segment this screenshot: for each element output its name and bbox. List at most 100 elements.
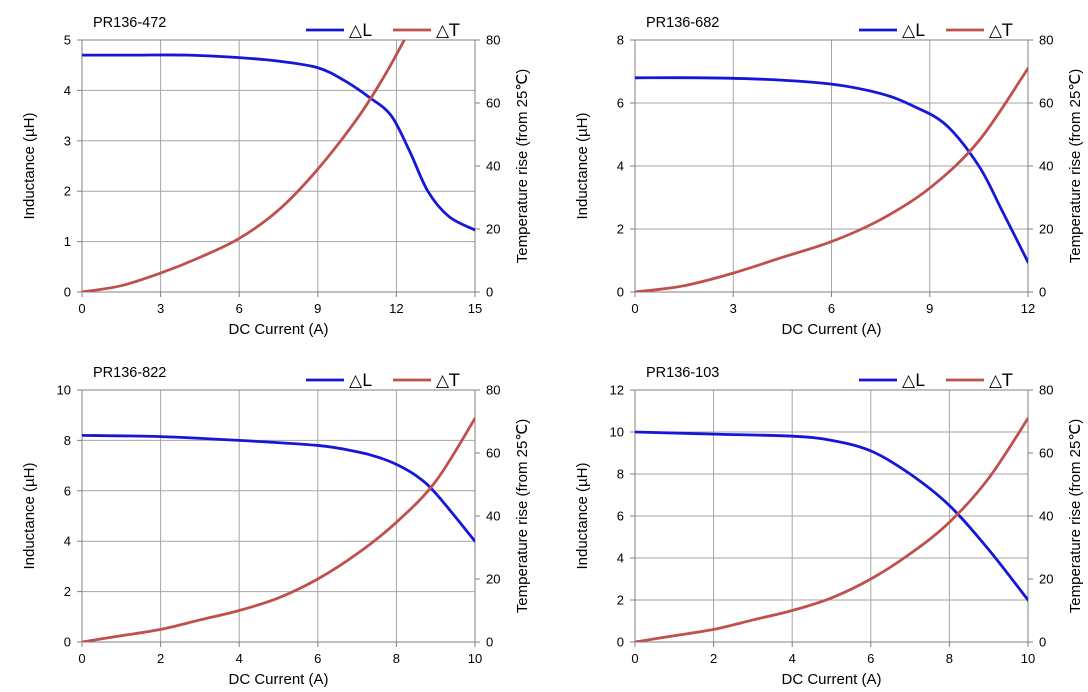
y-tick-label: 12 (610, 383, 624, 398)
y2-axis-title: Temperature rise (from 25℃) (514, 419, 531, 613)
x-tick-label: 4 (789, 651, 796, 666)
y-axis-title: Inductance (µH) (574, 112, 591, 219)
legend-label: △L (902, 21, 925, 41)
x-tick-label: 9 (314, 301, 321, 316)
y-axis-title: Inductance (µH) (21, 112, 38, 219)
legend-label: △T (436, 371, 460, 391)
y2-tick-label: 80 (486, 33, 500, 48)
y2-tick-label: 20 (1039, 572, 1053, 587)
legend-label: △L (349, 21, 372, 41)
x-tick-label: 4 (236, 651, 243, 666)
y2-tick-label: 0 (486, 285, 493, 300)
chart-panel-4: 0 2 4 6 8 10 12 0 20 40 60 80 0 2 4 6 8 10 DC Current (A) I… (574, 365, 1084, 688)
x-tick-label: 0 (631, 651, 638, 666)
x-tick-label: 10 (468, 651, 482, 666)
chart-title: PR136-822 (93, 365, 166, 381)
y-tick-label: 2 (617, 222, 624, 237)
y2-tick-label: 0 (1039, 635, 1046, 650)
chart-panel-3: 0 2 4 6 8 10 0 20 40 60 80 0 2 4 6 8 10 DC Current (A) Ind… (21, 365, 531, 688)
y2-tick-label: 0 (486, 635, 493, 650)
x-tick-label: 3 (157, 301, 164, 316)
y-tick-label: 6 (617, 96, 624, 111)
x-tick-label: 2 (157, 651, 164, 666)
y-tick-label: 8 (617, 467, 624, 482)
y-tick-label: 3 (64, 133, 71, 148)
x-tick-label: 6 (236, 301, 243, 316)
x-tick-label: 6 (314, 651, 321, 666)
chart-title: PR136-682 (646, 15, 719, 31)
x-axis-title: DC Current (A) (228, 321, 328, 338)
x-tick-label: 3 (730, 301, 737, 316)
series-line-inductance (635, 430, 1028, 602)
y2-tick-label: 40 (1039, 159, 1053, 174)
y-axis-title: Inductance (µH) (21, 462, 38, 569)
y-axis-title: Inductance (µH) (574, 462, 591, 569)
y-tick-label: 8 (64, 433, 71, 448)
y2-tick-label: 40 (486, 159, 500, 174)
x-tick-label: 12 (1021, 301, 1035, 316)
series-line-temperature (82, 40, 406, 292)
chart-title: PR136-103 (646, 365, 719, 381)
y2-tick-label: 80 (1039, 33, 1053, 48)
y-tick-label: 10 (610, 425, 624, 440)
x-tick-label: 0 (631, 301, 638, 316)
y-tick-label: 0 (617, 285, 624, 300)
y2-tick-label: 40 (486, 509, 500, 524)
series-line-inductance (82, 53, 475, 232)
y-tick-label: 2 (64, 184, 71, 199)
series-line-temperature (635, 66, 1028, 292)
x-tick-label: 9 (926, 301, 933, 316)
legend-label: △L (349, 371, 372, 391)
x-tick-label: 0 (78, 651, 85, 666)
y-tick-label: 0 (64, 635, 71, 650)
y2-tick-label: 20 (486, 572, 500, 587)
y-tick-label: 0 (64, 285, 71, 300)
plot-frame (81, 389, 476, 643)
x-axis-title: DC Current (A) (781, 671, 881, 688)
y-tick-label: 4 (64, 83, 71, 98)
y2-tick-label: 60 (486, 446, 500, 461)
y-tick-label: 6 (617, 509, 624, 524)
x-tick-label: 8 (393, 651, 400, 666)
series-line-inductance (82, 433, 475, 543)
x-tick-label: 12 (389, 301, 403, 316)
y2-tick-label: 60 (1039, 446, 1053, 461)
x-tick-label: 15 (468, 301, 482, 316)
y2-tick-label: 80 (1039, 383, 1053, 398)
x-axis-title: DC Current (A) (781, 321, 881, 338)
x-tick-label: 8 (946, 651, 953, 666)
y-tick-label: 5 (64, 33, 71, 48)
y2-axis-title: Temperature rise (from 25℃) (1067, 69, 1084, 263)
legend-label: △T (989, 371, 1013, 391)
y-tick-label: 6 (64, 483, 71, 498)
x-tick-label: 2 (710, 651, 717, 666)
y2-axis-title: Temperature rise (from 25℃) (1067, 419, 1084, 613)
y-tick-label: 4 (617, 159, 624, 174)
x-axis-title: DC Current (A) (228, 671, 328, 688)
x-tick-label: 6 (828, 301, 835, 316)
series-line-temperature (82, 416, 475, 642)
y2-tick-label: 0 (1039, 285, 1046, 300)
y2-axis-title: Temperature rise (from 25℃) (514, 69, 531, 263)
y2-tick-label: 60 (1039, 96, 1053, 111)
y-tick-label: 4 (617, 551, 624, 566)
x-tick-label: 10 (1021, 651, 1035, 666)
y-tick-label: 8 (617, 33, 624, 48)
x-tick-label: 6 (867, 651, 874, 666)
y-tick-label: 4 (64, 534, 71, 549)
y2-tick-label: 40 (1039, 509, 1053, 524)
y2-tick-label: 80 (486, 383, 500, 398)
y-tick-label: 0 (617, 635, 624, 650)
legend-label: △T (989, 21, 1013, 41)
y2-tick-label: 20 (486, 222, 500, 237)
y-tick-label: 10 (57, 383, 71, 398)
legend-label: △L (902, 371, 925, 391)
series-line-inductance (635, 76, 1028, 264)
legend-label: △T (436, 21, 460, 41)
series-line-temperature (635, 416, 1028, 642)
y-tick-label: 1 (64, 234, 71, 249)
x-tick-label: 0 (78, 301, 85, 316)
